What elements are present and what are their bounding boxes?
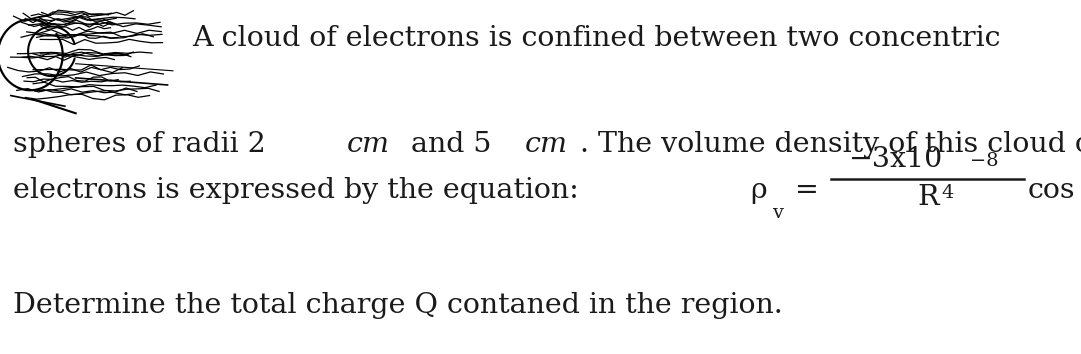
Text: cm: cm [525, 131, 568, 158]
Text: cos: cos [1028, 177, 1076, 204]
Text: Determine the total charge Q contaned in the region.: Determine the total charge Q contaned in… [13, 292, 783, 319]
Text: ρ: ρ [750, 177, 768, 204]
Text: R: R [917, 184, 938, 211]
Text: v: v [772, 204, 783, 222]
Text: cm: cm [347, 131, 389, 158]
Text: and 5: and 5 [402, 131, 497, 158]
Text: 4: 4 [942, 184, 955, 202]
Text: −8: −8 [971, 152, 999, 170]
Text: =: = [786, 177, 828, 204]
Text: −3x10: −3x10 [849, 147, 943, 173]
Text: spheres of radii 2: spheres of radii 2 [13, 131, 271, 158]
Text: . The volume density of this cloud of: . The volume density of this cloud of [580, 131, 1081, 158]
Text: A cloud of electrons is confined between two concentric: A cloud of electrons is confined between… [192, 25, 1001, 52]
Text: electrons is expressed by the equation:: electrons is expressed by the equation: [13, 177, 585, 204]
